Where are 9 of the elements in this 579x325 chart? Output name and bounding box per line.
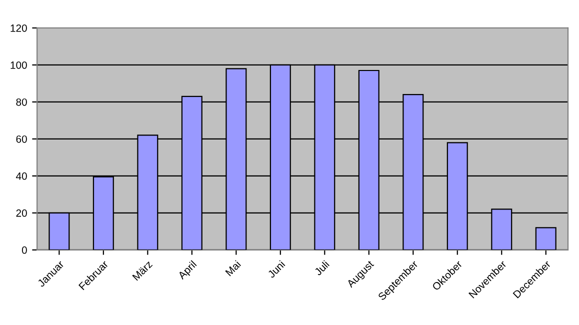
- y-tick-label: 0: [22, 246, 27, 254]
- y-tick-label: 40: [16, 172, 27, 180]
- y-tick-label: 80: [16, 98, 27, 106]
- y-tick-label: 60: [16, 135, 27, 143]
- y-tick-label: 120: [10, 24, 27, 32]
- x-tick-label: Juli: [314, 260, 330, 276]
- x-tick-label: Mai: [224, 260, 242, 276]
- y-tick-label: 20: [16, 209, 27, 217]
- y-tick-label: 100: [10, 61, 27, 69]
